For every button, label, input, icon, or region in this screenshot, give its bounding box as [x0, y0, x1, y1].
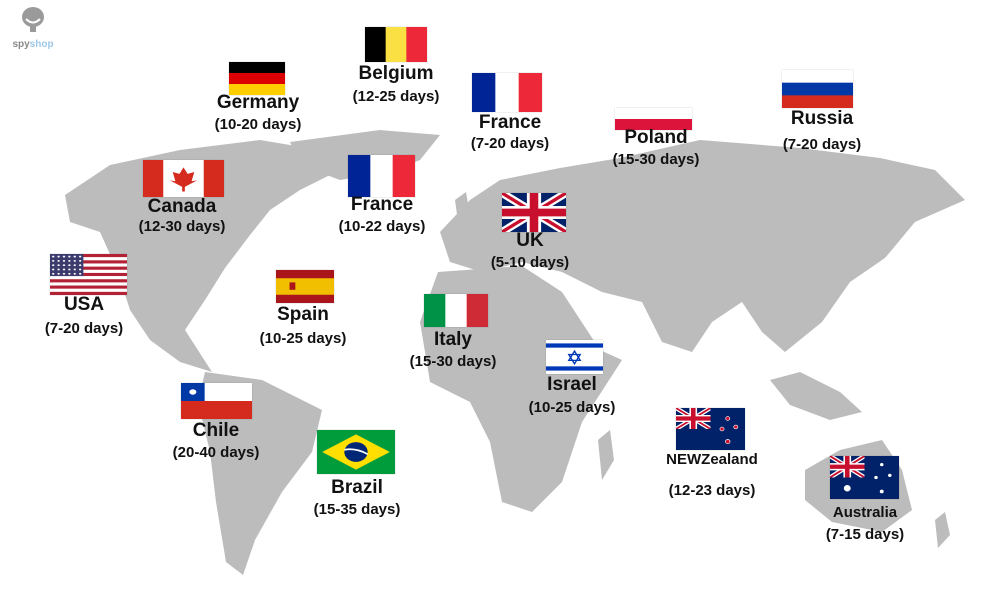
country-name: Poland	[624, 127, 688, 148]
country-name: Spain	[277, 304, 329, 325]
israel-flag-icon	[546, 340, 603, 374]
delivery-days: (7-20 days)	[782, 136, 862, 153]
delivery-days: (10-25 days)	[259, 330, 347, 347]
southeast-asia-islands	[770, 372, 862, 420]
belgium-flag-icon	[365, 27, 428, 62]
country-name: NEWZealand	[666, 451, 758, 468]
country-name: Israel	[547, 374, 597, 395]
delivery-days: (10-25 days)	[528, 399, 616, 416]
north-america	[65, 140, 330, 372]
country-name: France	[350, 194, 414, 215]
delivery-days: (12-30 days)	[138, 218, 226, 235]
delivery-days: (7-20 days)	[44, 320, 124, 337]
africa	[420, 266, 622, 512]
country-name: Australia	[832, 504, 898, 521]
delivery-days: (10-20 days)	[214, 116, 302, 133]
country-name: Russia	[790, 108, 854, 129]
alien-mascot-icon	[22, 7, 44, 32]
australia-flag-icon	[830, 456, 899, 499]
uk-land	[455, 192, 470, 222]
new-zealand-land	[935, 512, 950, 548]
spain-flag-icon	[276, 270, 334, 303]
country-name: Italy	[433, 329, 473, 350]
brazil-flag-icon	[317, 430, 395, 474]
delivery-days: (15-30 days)	[409, 353, 497, 370]
delivery-days: (15-30 days)	[612, 151, 700, 168]
country-name: Canada	[147, 196, 217, 217]
russia-flag-icon	[782, 70, 853, 109]
country-name: UK	[516, 230, 544, 251]
delivery-days: (10-22 days)	[338, 218, 426, 235]
usa-flag-icon	[50, 254, 127, 296]
country-name: France	[478, 112, 542, 133]
new-zealand-flag-icon	[676, 408, 745, 450]
country-name: Belgium	[358, 63, 434, 84]
canada-flag-icon	[143, 160, 224, 197]
delivery-days: (12-23 days)	[668, 482, 756, 499]
france-flag-icon	[472, 73, 543, 112]
italy-flag-icon	[424, 294, 489, 327]
country-name: Brazil	[331, 477, 383, 498]
germany-flag-icon	[229, 62, 285, 96]
uk-flag-icon	[499, 189, 569, 236]
delivery-days: (15-35 days)	[313, 501, 401, 518]
spyshop-logo: spyshop	[8, 6, 58, 50]
country-name: Chile	[192, 420, 240, 441]
delivery-days: (12-25 days)	[352, 88, 440, 105]
madagascar	[598, 430, 614, 480]
delivery-days: (5-10 days)	[490, 254, 570, 271]
country-name: USA	[63, 294, 105, 315]
poland-flag-icon	[615, 108, 692, 131]
south-america	[198, 372, 322, 575]
delivery-days: (7-15 days)	[825, 526, 905, 543]
eurasia	[440, 140, 965, 352]
logo-text: spyshop	[12, 39, 54, 50]
france-flag-icon	[348, 155, 416, 197]
chile-flag-icon	[181, 383, 252, 419]
delivery-days: (20-40 days)	[172, 444, 260, 461]
delivery-days: (7-20 days)	[470, 135, 550, 152]
country-name: Germany	[216, 92, 300, 113]
